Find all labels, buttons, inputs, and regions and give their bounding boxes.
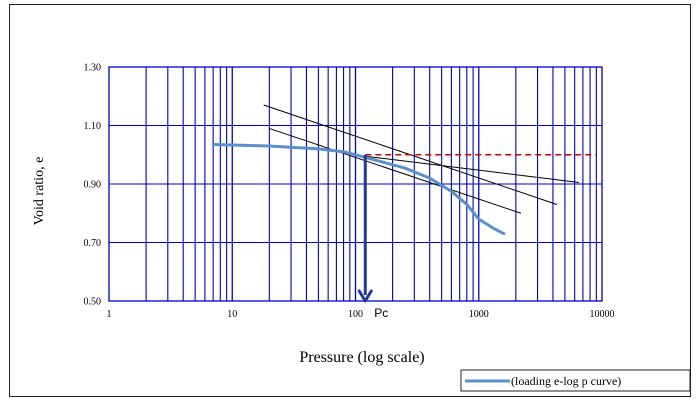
y-axis-label: Void ratio, e [32,157,47,226]
plot-area-border [108,66,603,302]
x-tick-label: 10000 [590,309,615,320]
y-tick-label: 0.70 [84,238,102,249]
legend: (loading e-log p curve) [460,369,691,392]
legend-entry-label: (loading e-log p curve) [511,374,621,388]
chart-frame: 0.50 0.70 0.90 1.10 1.30 1 10 100 1000 10000 Pc Vo… [9,4,691,397]
y-tick-label: 1.30 [84,63,102,74]
chart-canvas: 0.50 0.70 0.90 1.10 1.30 1 10 100 1000 10000 Pc Vo… [32,63,691,392]
x-tick-label: 100 [348,309,363,320]
series-line-loading-curve [211,143,506,236]
x-tick-label: 10 [227,309,237,320]
x-tick-label: 1 [107,309,112,320]
x-tick-label: 1000 [469,309,489,320]
grid [108,66,603,302]
y-tick-label: 0.90 [84,180,102,191]
pc-annotation-label: Pc [374,306,388,320]
plot-lines [211,104,597,303]
construction-line [365,155,580,184]
y-tick-label: 1.10 [84,121,102,132]
pc-arrow-head [357,289,373,303]
legend-box [460,369,691,392]
tick-labels: 0.50 0.70 0.90 1.10 1.30 1 10 100 1000 10000 Pc [84,63,615,321]
construction-line [269,127,522,214]
x-axis-label: Pressure (log scale) [299,349,424,366]
y-tick-label: 0.50 [84,297,102,308]
